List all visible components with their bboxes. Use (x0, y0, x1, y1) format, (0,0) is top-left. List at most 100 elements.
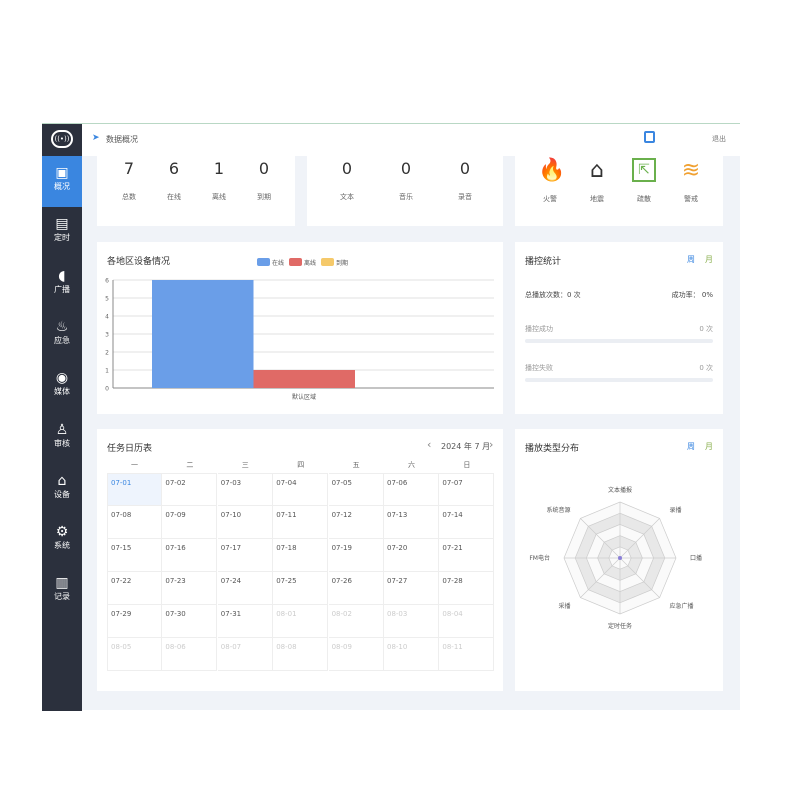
calendar-day[interactable]: 08-10 (384, 638, 439, 671)
calendar-day[interactable]: 08-09 (328, 638, 384, 671)
week-tab[interactable]: 周 (687, 442, 695, 451)
legend-swatch (289, 258, 302, 266)
sidebar-item-2[interactable]: ◖ 广播 (42, 259, 82, 310)
emergency-label: 疏散 (637, 195, 651, 203)
emergency-3-button[interactable]: ≋ 警戒 (671, 156, 711, 216)
sidebar-item-6[interactable]: ⌂ 设备 (42, 464, 82, 515)
radar-title: 播放类型分布 (525, 444, 580, 454)
calendar-day[interactable]: 07-23 (162, 572, 218, 605)
sidebar-item-5[interactable]: ♙ 审核 (42, 413, 82, 464)
calendar-day[interactable]: 08-04 (439, 605, 495, 638)
navigation-arrow-icon: ➤ (92, 133, 100, 143)
media-count-value: 0 (400, 159, 412, 178)
exit-icon: ⇱ (632, 158, 656, 182)
calendar-day[interactable]: 07-22 (107, 572, 162, 605)
calendar-day[interactable]: 07-20 (384, 539, 439, 572)
stamp-icon: ♙ (55, 421, 69, 438)
radar-indicator-label: 口播 (690, 554, 702, 562)
weekday-header: 五 (352, 461, 360, 469)
calendar-day[interactable]: 07-02 (162, 473, 218, 506)
calendar-day[interactable]: 07-24 (217, 572, 273, 605)
alarm-light-icon: ♨ (55, 318, 69, 335)
calendar-day[interactable]: 08-07 (217, 638, 273, 671)
media-count-value: 0 (341, 159, 353, 178)
month-tab[interactable]: 月 (705, 442, 713, 451)
calendar-day[interactable]: 07-17 (217, 539, 273, 572)
calendar-day[interactable]: 08-03 (384, 605, 439, 638)
prev-month-button[interactable]: ‹ (427, 438, 432, 451)
calendar-day[interactable]: 07-14 (439, 506, 495, 539)
calendar-day[interactable]: 08-05 (107, 638, 162, 671)
calendar-day[interactable]: 07-21 (439, 539, 495, 572)
emergency-0-button[interactable]: 🔥 火警 (530, 156, 570, 216)
calendar-day[interactable]: 07-19 (328, 539, 384, 572)
earthquake-house-icon: ⌂ (590, 158, 604, 183)
sidebar-item-0[interactable]: ▣ 概况 (42, 156, 82, 207)
sidebar-item-label: 审核 (54, 438, 70, 448)
calendar-day[interactable]: 07-04 (273, 473, 329, 506)
emergency-1-button[interactable]: ⌂ 地震 (577, 156, 617, 216)
calendar-day[interactable]: 07-10 (217, 506, 273, 539)
app-window: ((•)) ▣ 概况 ▤ 定时 ◖ 广播 ♨ 应急 ◉ 媒体 ♙ 审核 ⌂ 设备 ⚙ 系统 ▥ 记录 ➤ 数据概况… (42, 123, 740, 711)
calendar-day[interactable]: 07-25 (273, 572, 329, 605)
calendar-day[interactable]: 07-27 (384, 572, 439, 605)
media-count-value: 0 (459, 159, 471, 178)
radar-indicator-label: 文本播报 (608, 486, 632, 494)
logout-link[interactable]: 退出 (712, 135, 726, 143)
success-label: 播控成功 (525, 325, 553, 333)
calendar-day[interactable]: 07-03 (217, 473, 273, 506)
emergency-label: 警戒 (684, 195, 698, 203)
calendar-day[interactable]: 07-28 (439, 572, 495, 605)
sidebar-item-3[interactable]: ♨ 应急 (42, 310, 82, 361)
radar-indicator-label: 应急广播 (669, 602, 693, 610)
calendar-day[interactable]: 07-29 (107, 605, 162, 638)
calendar-day[interactable]: 07-01 (107, 473, 162, 506)
radar-axis (619, 518, 660, 559)
sidebar-item-1[interactable]: ▤ 定时 (42, 207, 82, 258)
emergency-2-button[interactable]: ⇱ 疏散 (624, 156, 664, 216)
calendar-title: 任务日历表 (107, 444, 153, 454)
month-tab[interactable]: 月 (705, 255, 713, 264)
radar-axis (619, 557, 660, 598)
sidebar-item-label: 媒体 (54, 387, 70, 397)
calendar-day[interactable]: 07-31 (217, 605, 273, 638)
next-month-button[interactable]: › (489, 438, 494, 451)
sidebar-item-label: 设备 (54, 489, 70, 499)
calendar-day[interactable]: 08-02 (328, 605, 384, 638)
week-tab[interactable]: 周 (687, 255, 695, 264)
sidebar-item-label: 定时 (54, 233, 70, 243)
calendar-day[interactable]: 07-16 (162, 539, 218, 572)
emergency-label: 火警 (543, 195, 557, 203)
weekday-header: 六 (408, 461, 415, 469)
calendar-day[interactable]: 08-08 (273, 638, 329, 671)
device-count-value: 6 (168, 159, 180, 178)
calendar-day[interactable]: 07-07 (439, 473, 495, 506)
weekday-header: 一 (131, 461, 138, 469)
region-device-chart-card: 各地区设备情况 0 1 2 3 4 5 6 在线 离线 到期 默认区域 (97, 242, 503, 414)
calendar-day[interactable]: 07-12 (328, 506, 384, 539)
media-count-label: 文本 (340, 193, 354, 201)
calendar-day[interactable]: 07-26 (328, 572, 384, 605)
calendar-day[interactable]: 08-06 (162, 638, 218, 671)
calendar-day[interactable]: 07-30 (162, 605, 218, 638)
y-tick-label: 5 (105, 296, 109, 303)
calendar-day[interactable]: 07-18 (273, 539, 329, 572)
calendar-day[interactable]: 07-11 (273, 506, 329, 539)
weekday-header: 四 (297, 461, 305, 469)
sidebar-item-8[interactable]: ▥ 记录 (42, 566, 82, 617)
calendar-day[interactable]: 07-06 (384, 473, 439, 506)
calendar-day[interactable]: 08-11 (439, 638, 495, 671)
calendar-day[interactable]: 07-13 (384, 506, 439, 539)
calendar-day[interactable]: 07-08 (107, 506, 162, 539)
calendar-day[interactable]: 07-05 (328, 473, 384, 506)
radar-indicator-label: FM电台 (529, 554, 550, 562)
sidebar-item-7[interactable]: ⚙ 系统 (42, 515, 82, 566)
sidebar-item-4[interactable]: ◉ 媒体 (42, 361, 82, 412)
calendar-day[interactable]: 07-15 (107, 539, 162, 572)
calendar-day[interactable]: 07-09 (162, 506, 218, 539)
device-count-value: 0 (258, 159, 270, 178)
calendar-day[interactable]: 08-01 (273, 605, 329, 638)
radar-axis (580, 557, 621, 598)
screen-display-icon[interactable] (644, 131, 655, 143)
